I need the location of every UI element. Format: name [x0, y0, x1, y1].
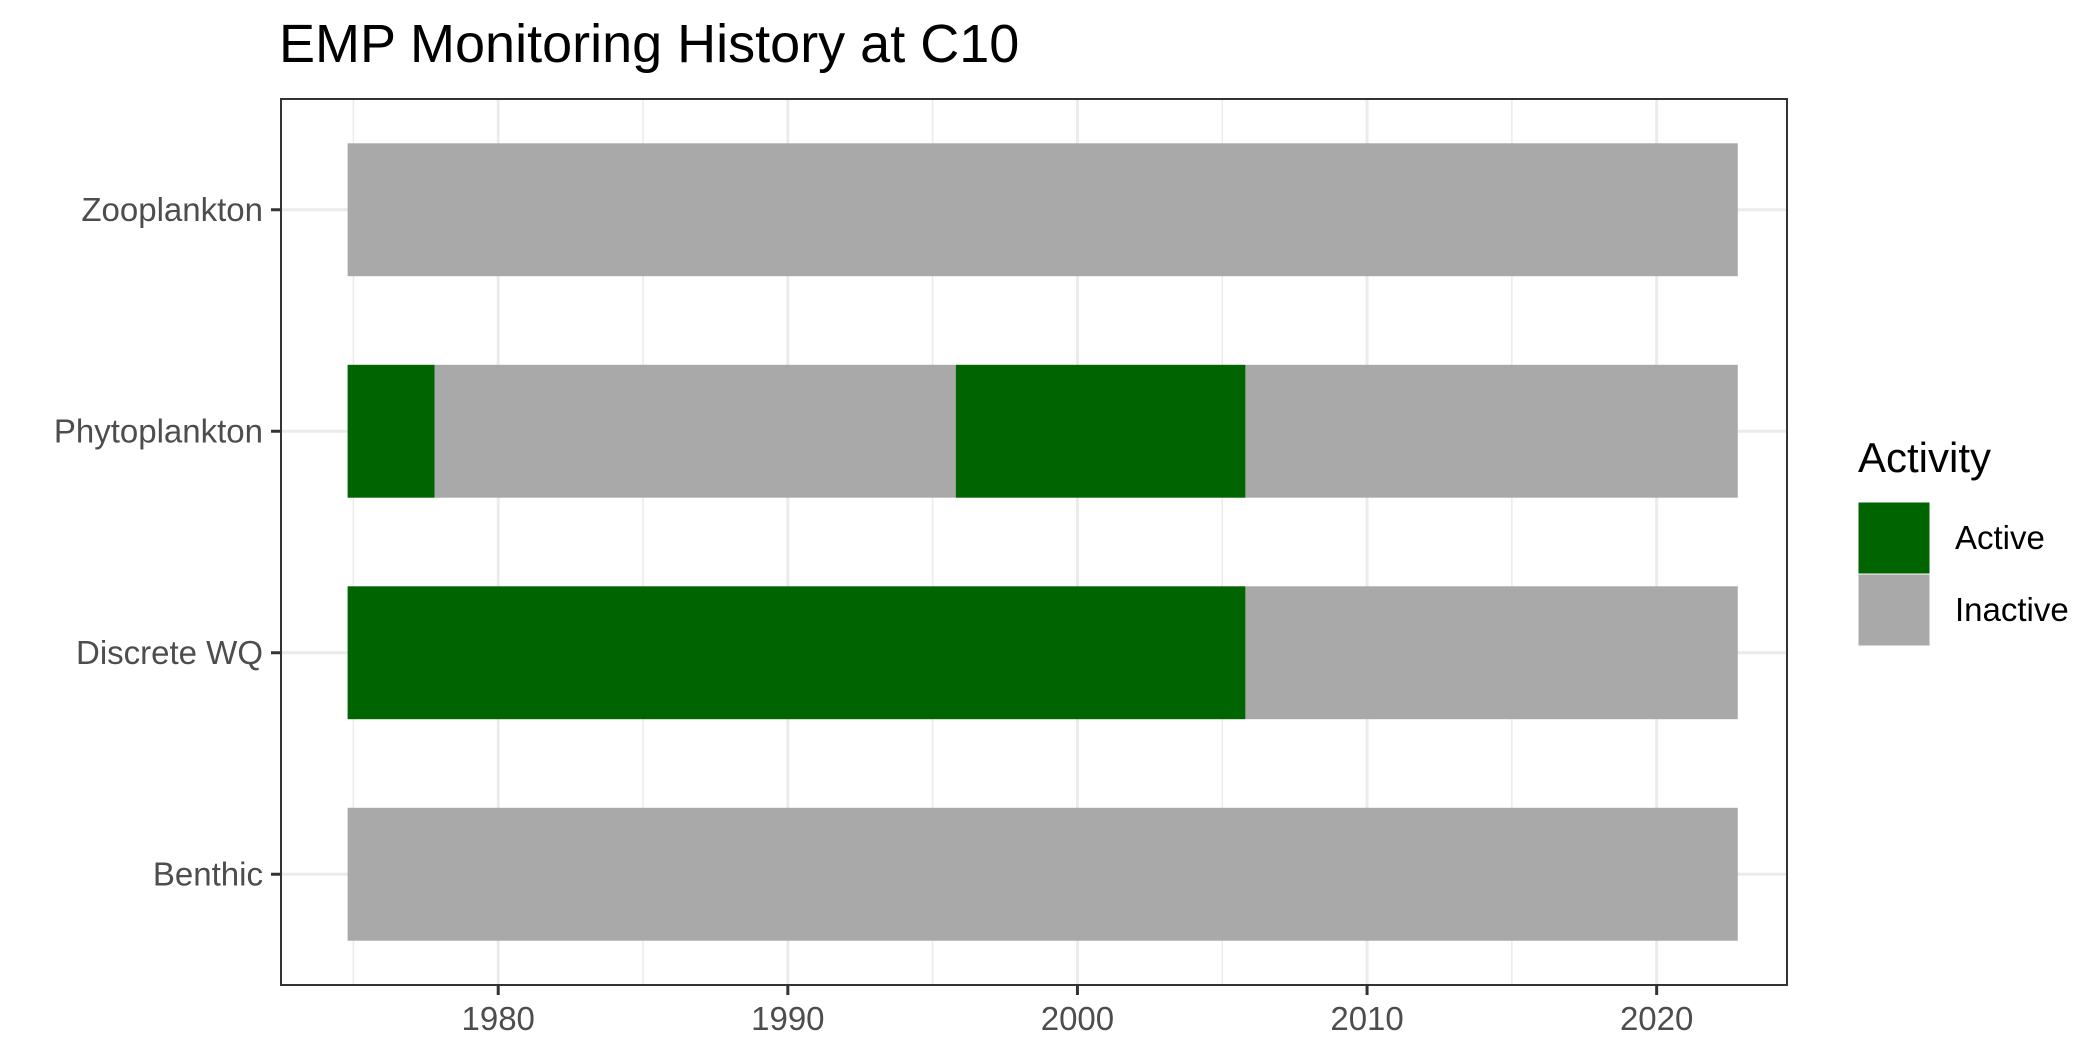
y-axis: Zooplankton Phytoplankton Discrete WQ Benth…	[54, 191, 281, 892]
legend-key-inactive	[1857, 573, 1931, 647]
bar-segment-inactive	[347, 143, 1738, 277]
legend-title: Activity	[1858, 434, 1991, 481]
legend-label: Active	[1955, 519, 2045, 556]
bar-segment-inactive	[347, 807, 1738, 941]
x-tick-label: 2020	[1620, 1000, 1693, 1037]
bars	[347, 143, 1738, 941]
x-tick-label: 1990	[751, 1000, 824, 1037]
bar-segment-inactive	[1245, 586, 1738, 720]
x-tick-label: 1980	[462, 1000, 535, 1037]
y-tick-label: Benthic	[153, 855, 263, 892]
legend-label: Inactive	[1955, 591, 2069, 628]
bar-segment-inactive	[1245, 364, 1738, 498]
bar-segment-active	[347, 586, 1246, 720]
chart-title: EMP Monitoring History at C10	[279, 14, 1019, 74]
x-tick-label: 2010	[1330, 1000, 1403, 1037]
y-tick-label: Zooplankton	[81, 191, 263, 228]
bar-segment-inactive	[434, 364, 956, 498]
bar-segment-active	[347, 364, 435, 498]
legend: Activity Active Inactive	[1857, 434, 2069, 647]
x-tick-label: 2000	[1041, 1000, 1114, 1037]
panel-border	[280, 98, 1788, 986]
x-axis: 1980 1990 2000 2010 2020	[462, 985, 1693, 1037]
bar-segment-active	[955, 364, 1246, 498]
y-tick-label: Discrete WQ	[76, 634, 263, 671]
y-tick-label: Phytoplankton	[54, 412, 263, 449]
legend-key-active	[1857, 501, 1931, 575]
